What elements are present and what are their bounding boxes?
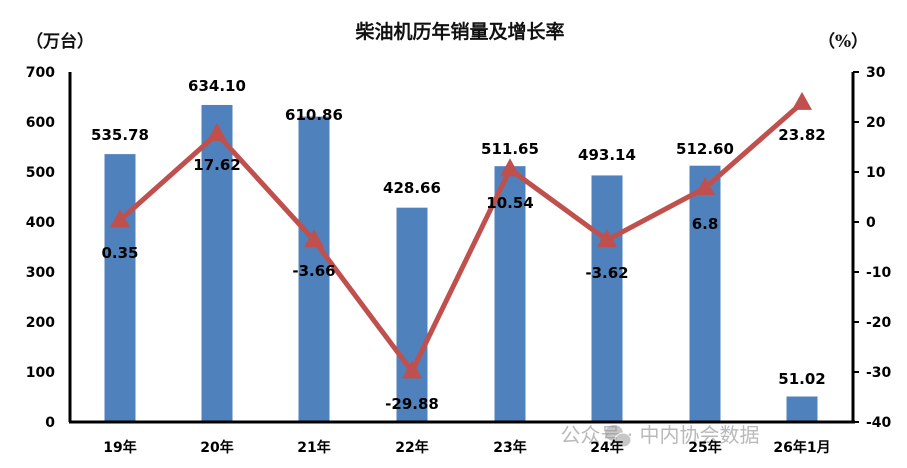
left-tick-label: 0 [45,415,55,431]
category-label: 23年 [493,439,526,456]
triangle-marker-icon [110,209,130,228]
category-label: 20年 [200,439,233,456]
left-tick-label: 100 [26,365,55,381]
right-tick-label: -40 [866,415,892,431]
triangle-marker-icon [792,91,812,110]
bar-value-label: 634.10 [188,77,246,95]
left-tick-label: 600 [26,115,55,131]
bar-value-label: 51.02 [778,370,825,388]
category-label: 19年 [103,439,136,456]
category-label: 24年 [590,439,623,456]
right-tick-label: 30 [866,65,886,81]
left-tick-label: 300 [26,265,55,281]
bar-value-label: 511.65 [481,140,539,158]
bar [786,396,818,422]
wechat-icon [605,425,632,448]
category-label: 21年 [297,439,330,456]
triangle-marker-icon [597,229,617,248]
growth-value-label: 23.82 [778,126,825,144]
right-tick-label: 10 [866,165,886,181]
bar [591,175,623,422]
data-labels: 535.78 634.10 610.86 428.66 511.65 493.14 512.… [91,77,826,413]
growth-value-label: -29.88 [385,395,439,413]
right-tick-label: 20 [866,115,886,131]
category-label: 22年 [395,439,428,456]
left-axis-ticks: 0 100 200 300 400 500 600 700 [26,65,55,431]
bar-value-label: 428.66 [383,179,441,197]
bar [396,207,428,422]
bar-value-label: 535.78 [91,126,149,144]
growth-value-label: -3.62 [585,264,628,282]
growth-value-label: 17.62 [193,156,240,174]
right-axis-unit: （%） [818,31,868,52]
triangle-marker-icon [402,360,422,379]
right-tick-label: -20 [866,315,892,331]
right-tick-label: -10 [866,265,892,281]
category-label: 25年 [688,439,721,456]
x-axis-categories: 19年 20年 21年 22年 23年 24年 25年 26年1月 [103,439,830,456]
right-tick-label: 0 [866,215,876,231]
growth-value-label: 0.35 [101,244,138,262]
triangle-marker-icon [304,229,324,248]
bar [298,116,330,422]
growth-line [118,101,804,374]
right-tick-label: -30 [866,365,892,381]
bar [201,104,233,422]
growth-value-label: 10.54 [486,194,533,212]
chart-title: 柴油机历年销量及增长率 [354,20,564,43]
left-tick-label: 700 [26,65,55,81]
bar [494,166,526,422]
growth-value-label: -3.66 [292,262,335,280]
left-tick-label: 500 [26,165,55,181]
left-tick-label: 200 [26,315,55,331]
bar [104,154,136,423]
line-series-growth [110,91,812,379]
watermark-text: 公众号 · 中内协会数据 [560,423,759,447]
bar-value-label: 512.60 [676,140,734,158]
bar-series-sales [104,104,818,423]
triangle-marker-icon [695,177,715,195]
left-tick-label: 400 [26,215,55,231]
right-axis-ticks: 30 20 10 0 -10 -20 -30 -40 [853,65,892,431]
triangle-marker-icon [500,158,520,177]
growth-value-label: 6.8 [692,215,719,233]
triangle-marker-icon [207,122,227,141]
category-label: 26年1月 [773,439,830,456]
bar-value-label: 493.14 [578,146,636,164]
bar [689,165,721,422]
bar-value-label: 610.86 [285,106,343,124]
left-axis-unit: （万台） [26,31,94,52]
